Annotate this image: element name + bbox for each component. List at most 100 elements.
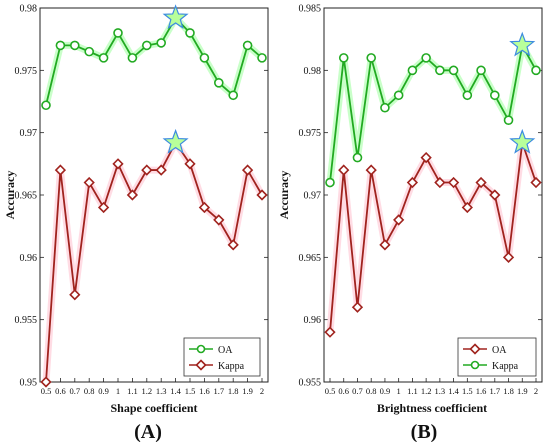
data-point-kappa: [83, 176, 95, 189]
x-tick-label: 0.7: [69, 386, 80, 396]
series-line-oa: [45, 17, 263, 106]
x-tick-label: 1.6: [199, 386, 210, 396]
data-point-oa: [142, 40, 152, 51]
x-tick-label: 1.1: [127, 386, 138, 396]
x-tick-label: 1.3: [156, 386, 167, 396]
x-tick-label: 1: [116, 386, 120, 396]
y-tick-label: 0.98: [304, 66, 322, 77]
x-tick-label: 1.1: [407, 386, 418, 396]
x-tick-label: 1.5: [185, 386, 196, 396]
x-tick-label: 1.6: [476, 386, 487, 396]
legend-label-oa: OA: [492, 345, 507, 356]
x-axis-label: Brightness coefficient: [377, 401, 487, 415]
legend: OA Kappa: [457, 337, 537, 377]
data-point-oa: [84, 46, 94, 57]
legend-label-kappa: Kappa: [218, 361, 245, 372]
data-point-kappa: [489, 90, 500, 101]
legend-marker-kappa: [470, 360, 480, 370]
data-point-oa: [489, 189, 501, 201]
series-line-kappa: [329, 44, 537, 183]
y-tick-label: 0.975: [299, 128, 322, 139]
x-tick-label: 1.2: [421, 386, 432, 396]
data-point-oa: [434, 176, 446, 189]
data-point-oa: [185, 28, 195, 38]
y-tick-label: 0.95: [20, 378, 38, 389]
x-tick-label: 2: [260, 386, 264, 396]
panel-label: (A): [134, 421, 162, 442]
data-point-kappa: [256, 189, 268, 201]
data-point-oa: [156, 38, 166, 48]
y-tick-label: 0.97: [20, 128, 38, 139]
data-point-oa: [475, 176, 487, 189]
data-point-kappa: [421, 53, 431, 63]
data-point-kappa: [366, 53, 377, 63]
data-point-oa: [127, 53, 138, 63]
legend-box: [457, 337, 537, 377]
legend-marker-oa: [196, 344, 206, 354]
data-point-kappa: [393, 90, 404, 101]
data-point-kappa: [97, 201, 110, 214]
x-tick-label: 0.7: [352, 386, 363, 396]
x-tick-label: 0.5: [41, 386, 52, 396]
data-point-oa: [461, 201, 473, 214]
x-tick-label: 1.9: [517, 386, 528, 396]
data-point-oa: [530, 176, 542, 189]
x-tick-label: 1.8: [228, 386, 239, 396]
data-point-oa: [447, 176, 460, 189]
x-tick-label: 1: [397, 386, 401, 396]
data-point-oa: [338, 164, 350, 176]
data-point-kappa: [435, 65, 445, 76]
x-tick-label: 0.8: [84, 386, 95, 396]
x-tick-label: 2: [534, 386, 538, 396]
panel-a: 0.95 0.955 0.96 0.965 0.97 0.975 0.98 0.5 0.6 0.7…: [3, 4, 269, 442]
legend-box: [183, 337, 261, 377]
plot-frame: [323, 7, 543, 383]
plot-frame: [39, 7, 269, 383]
x-tick-label: 1.5: [462, 386, 473, 396]
data-point-kappa: [476, 65, 486, 76]
x-tick-label: 1.8: [503, 386, 514, 396]
y-tick-label: 0.955: [15, 315, 38, 326]
data-point-oa: [420, 151, 432, 164]
data-point-kappa: [448, 65, 459, 76]
data-point-kappa: [531, 65, 541, 76]
best-value-star-icon: [162, 128, 189, 154]
y-tick-label: 0.965: [299, 253, 322, 264]
data-point-oa: [242, 40, 253, 51]
data-point-kappa: [54, 164, 67, 176]
data-point-oa: [502, 251, 515, 263]
x-tick-label: 0.6: [338, 386, 349, 396]
data-point-kappa: [407, 65, 418, 76]
x-axis-label: Shape coefficient: [111, 401, 198, 415]
data-point-kappa: [338, 53, 349, 63]
data-point-kappa: [462, 90, 473, 101]
y-tick-label: 0.98: [20, 4, 38, 15]
data-point-kappa: [141, 164, 153, 176]
data-point-oa: [98, 53, 109, 63]
data-point-kappa: [112, 158, 124, 170]
data-point-oa: [393, 214, 405, 226]
data-point-kappa: [69, 289, 81, 301]
legend-marker-kappa: [195, 359, 207, 371]
y-tick-label: 0.985: [299, 4, 322, 15]
data-point-oa: [55, 40, 66, 51]
data-point-kappa: [352, 152, 363, 163]
x-tick-label: 1.9: [242, 386, 253, 396]
data-point-kappa: [241, 164, 254, 176]
data-point-oa: [365, 164, 377, 176]
data-point-oa: [199, 53, 210, 63]
best-value-star-icon: [509, 128, 536, 154]
panel-label: (B): [411, 421, 438, 442]
data-point-kappa: [503, 115, 514, 125]
x-tick-label: 0.9: [380, 386, 391, 396]
data-point-kappa: [227, 239, 239, 251]
x-tick-label: 1.7: [489, 386, 500, 396]
x-tick-label: 0.9: [98, 386, 109, 396]
legend-marker-oa: [469, 343, 481, 355]
x-tick-label: 1.2: [141, 386, 152, 396]
x-tick-label: 0.6: [55, 386, 66, 396]
data-point-kappa: [198, 201, 211, 214]
y-tick-label: 0.975: [15, 66, 38, 77]
